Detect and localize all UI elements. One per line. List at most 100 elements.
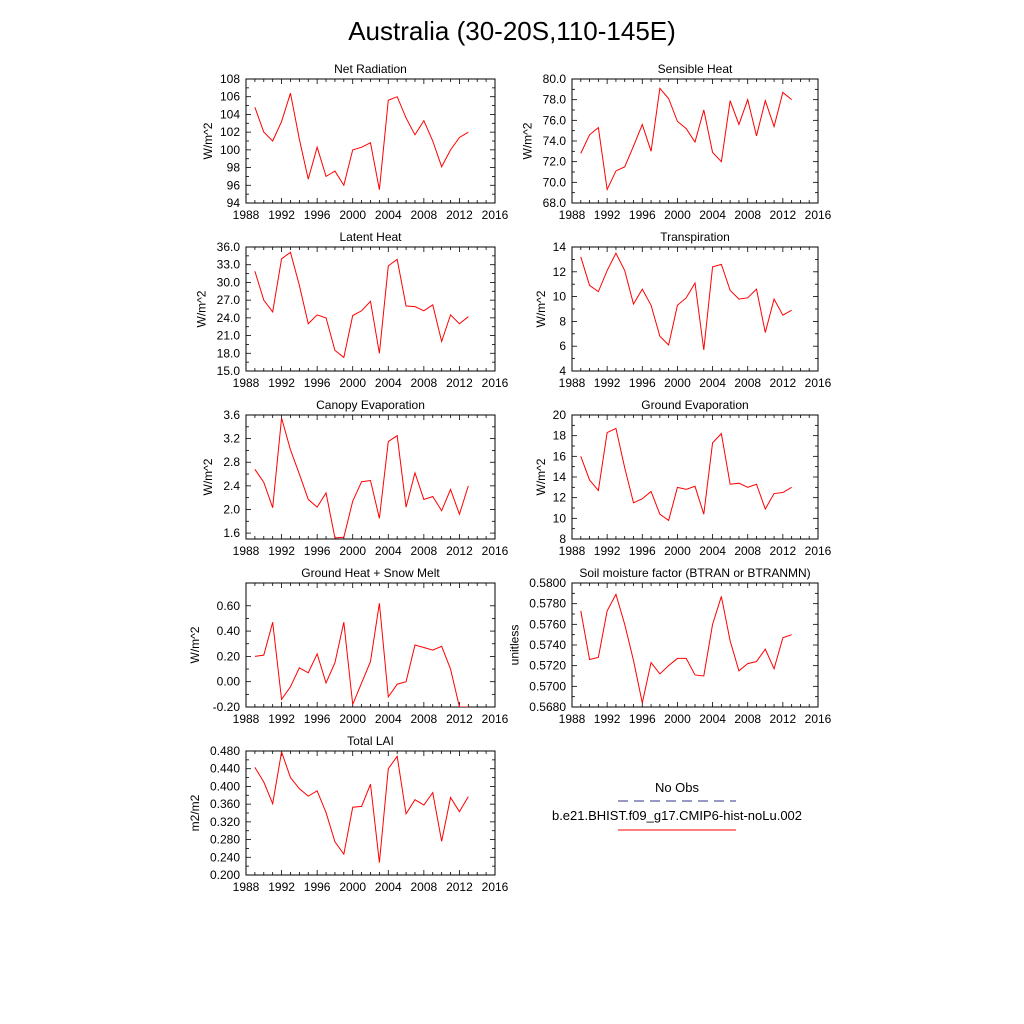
x-tick-label: 2008	[734, 712, 761, 726]
y-tick-label: 102	[220, 125, 240, 139]
x-tick-label: 1988	[559, 712, 586, 726]
x-tick-label: 1988	[559, 376, 586, 390]
x-tick-label: 2004	[699, 208, 726, 222]
x-tick-label: 2016	[805, 208, 832, 222]
series-line	[254, 93, 469, 190]
y-tick-label: 0.240	[210, 850, 240, 864]
x-tick-label: 2016	[482, 208, 509, 222]
x-tick-label: 1992	[268, 376, 295, 390]
y-tick-label: 70.0	[543, 175, 567, 189]
y-tick-label: -0.20	[213, 700, 241, 714]
x-tick-label: 2000	[339, 208, 366, 222]
x-tick-label: 2004	[375, 712, 402, 726]
y-tick-label: 12	[553, 265, 567, 279]
x-tick-label: 1992	[594, 712, 621, 726]
plot-title: Canopy Evaporation	[316, 398, 425, 412]
series-line	[254, 251, 469, 359]
x-tick-label: 2016	[482, 376, 509, 390]
y-tick-label: 3.2	[223, 432, 240, 446]
x-tick-label: 1996	[304, 544, 331, 558]
x-tick-label: 2012	[446, 880, 473, 894]
y-tick-label: 21.0	[217, 329, 241, 343]
plot-title: Soil moisture factor (BTRAN or BTRANMN)	[579, 566, 810, 580]
x-tick-label: 2004	[699, 376, 726, 390]
y-tick-label: 36.0	[217, 240, 241, 254]
x-tick-label: 2008	[411, 544, 438, 558]
y-tick-label: 0.20	[217, 649, 241, 663]
y-tick-label: 10	[553, 290, 567, 304]
plot-title: Sensible Heat	[658, 62, 733, 76]
panel-6: Ground Evaporation 1988 1992 1996 2000 2004 20…	[534, 398, 832, 558]
y-tick-label: 0.5700	[529, 679, 566, 693]
y-tick-label: 14	[553, 240, 567, 254]
x-tick-label: 2012	[770, 208, 797, 222]
panel-3: Latent Heat 1988 1992 1996 2000 2004 2008 2012 2…	[195, 230, 509, 390]
x-tick-label: 1996	[629, 208, 656, 222]
series-line	[580, 252, 792, 350]
x-tick-label: 1988	[559, 208, 586, 222]
y-tick-label: 14	[553, 470, 567, 484]
y-tick-label: 33.0	[217, 258, 241, 272]
x-tick-label: 2004	[699, 712, 726, 726]
y-tick-label: 104	[220, 107, 240, 121]
x-tick-label: 1992	[268, 544, 295, 558]
x-tick-label: 2000	[664, 376, 691, 390]
y-tick-label: 27.0	[217, 293, 241, 307]
plot-title: Ground Heat + Snow Melt	[301, 566, 440, 580]
y-axis-label: W/m^2	[188, 626, 202, 663]
plot-title: Ground Evaporation	[641, 398, 748, 412]
y-tick-label: 2.4	[223, 479, 240, 493]
x-tick-label: 2000	[339, 544, 366, 558]
y-tick-label: 15.0	[217, 364, 241, 378]
plot-title: Net Radiation	[334, 62, 407, 76]
panel-4: Transpiration 1988 1992 1996 2000 2004 2008 201…	[534, 230, 832, 390]
y-tick-label: 100	[220, 143, 240, 157]
y-tick-label: 8	[559, 314, 566, 328]
y-tick-label: 0.5680	[529, 700, 566, 714]
y-axis-label: W/m^2	[201, 122, 215, 159]
y-axis-label: W/m^2	[521, 122, 535, 159]
x-tick-label: 2004	[375, 208, 402, 222]
x-tick-label: 2008	[411, 712, 438, 726]
plot-frame	[245, 246, 496, 372]
x-tick-label: 2000	[664, 712, 691, 726]
x-tick-label: 1988	[559, 544, 586, 558]
panels-group: Net Radiation 1988 1992 1996 2000 2004 2008 201…	[188, 62, 832, 894]
y-tick-label: 78.0	[543, 93, 567, 107]
y-tick-label: 0.360	[210, 797, 240, 811]
y-tick-label: 98	[227, 161, 241, 175]
x-tick-label: 2008	[411, 880, 438, 894]
plot-title: Latent Heat	[339, 230, 402, 244]
panel-7: Ground Heat + Snow Melt 1988 1992 1996 2000 2…	[188, 566, 509, 726]
y-tick-label: 16	[553, 449, 567, 463]
y-tick-label: 0.5780	[529, 597, 566, 611]
y-tick-label: 94	[227, 196, 241, 210]
y-tick-label: 0.60	[217, 599, 241, 613]
y-tick-label: 18.0	[217, 346, 241, 360]
x-tick-label: 2016	[805, 712, 832, 726]
x-tick-label: 1996	[304, 880, 331, 894]
y-tick-label: 18	[553, 429, 567, 443]
y-tick-label: 0.440	[210, 762, 240, 776]
x-tick-label: 2012	[446, 712, 473, 726]
series-line	[254, 751, 469, 863]
x-tick-label: 1988	[233, 376, 260, 390]
x-tick-label: 1996	[629, 544, 656, 558]
x-tick-label: 2004	[699, 544, 726, 558]
x-tick-label: 1992	[594, 376, 621, 390]
plot-frame	[245, 414, 496, 540]
x-tick-label: 2008	[734, 376, 761, 390]
x-tick-label: 2008	[734, 208, 761, 222]
x-tick-label: 2000	[339, 376, 366, 390]
y-tick-label: 0.00	[217, 675, 241, 689]
x-tick-label: 1996	[304, 208, 331, 222]
x-tick-label: 2008	[411, 376, 438, 390]
x-tick-label: 1988	[233, 544, 260, 558]
x-tick-label: 2012	[770, 544, 797, 558]
x-tick-label: 2000	[339, 712, 366, 726]
x-tick-label: 2004	[375, 880, 402, 894]
y-tick-label: 12	[553, 491, 567, 505]
y-tick-label: 108	[220, 72, 240, 86]
x-tick-label: 2016	[482, 712, 509, 726]
x-tick-label: 2008	[734, 544, 761, 558]
